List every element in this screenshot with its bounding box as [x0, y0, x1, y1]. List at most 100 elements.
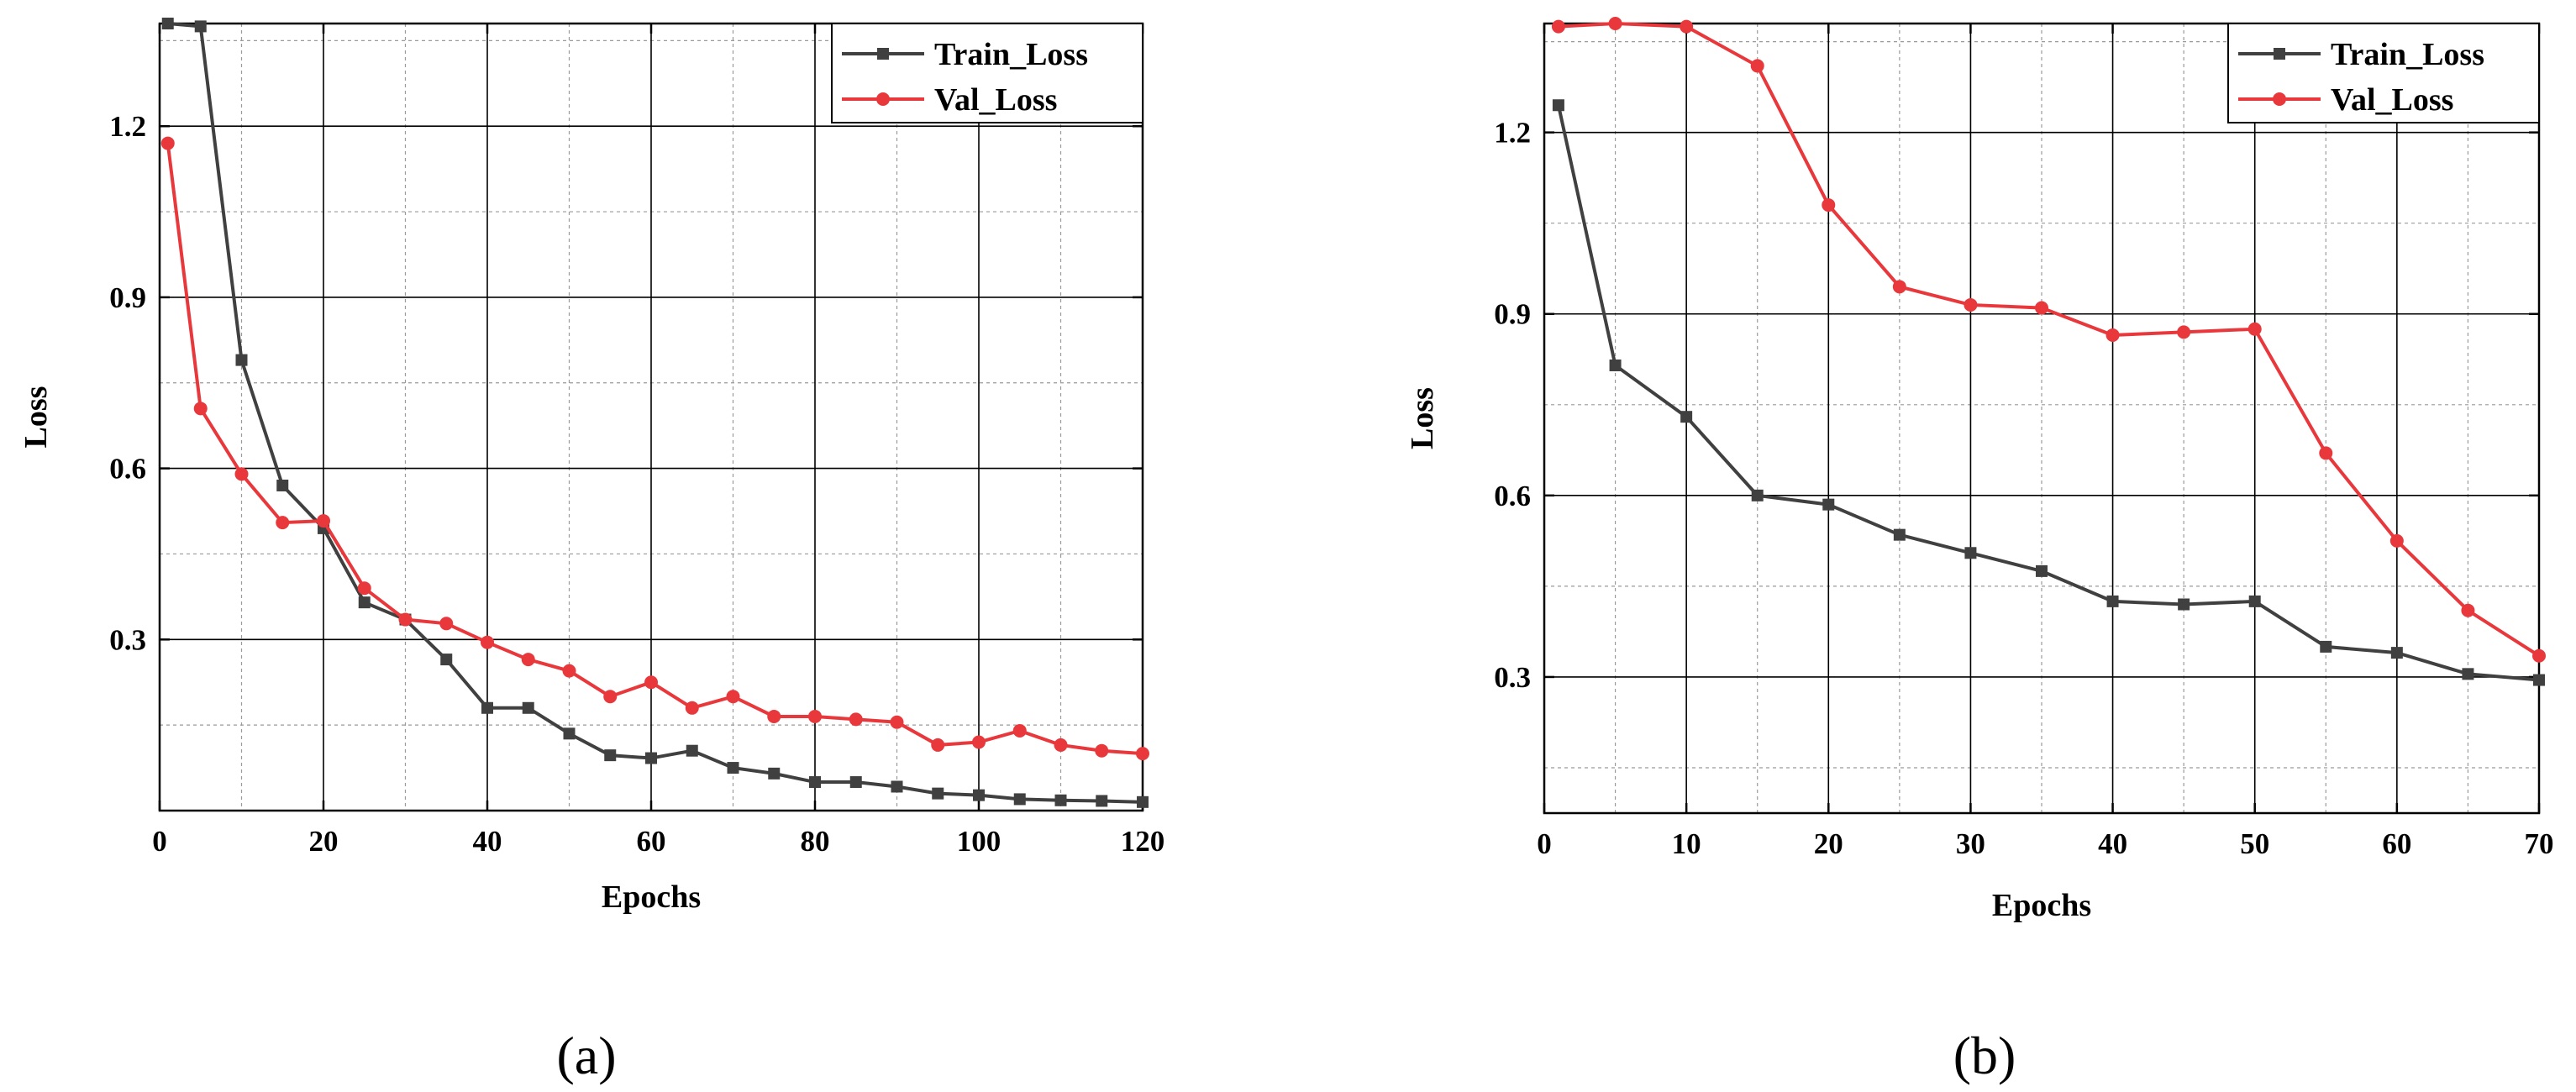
legend-marker-train-loss: [2274, 48, 2285, 60]
data-point-val-loss: [439, 617, 454, 631]
data-point-val-loss: [2319, 446, 2333, 460]
data-point-val-loss: [398, 612, 413, 627]
data-point-val-loss: [193, 402, 208, 416]
data-point-val-loss: [931, 738, 945, 752]
data-point-val-loss: [2177, 325, 2191, 339]
data-point-val-loss: [1892, 280, 1906, 294]
legend-marker-val-loss: [2273, 92, 2286, 106]
data-point-val-loss: [2247, 322, 2262, 336]
panel-label-a: (a): [556, 1026, 616, 1085]
data-point-val-loss: [2105, 328, 2120, 342]
data-point-val-loss: [1608, 17, 1622, 30]
data-point-train-loss: [2462, 668, 2474, 680]
legend-label-val-loss: Val_Loss: [2331, 82, 2453, 118]
series-line-val-loss: [166, 143, 1143, 756]
data-point-val-loss: [562, 664, 576, 678]
y-tick-label: 0.6: [109, 453, 146, 486]
y-tick-label: 0.9: [1494, 298, 1531, 331]
data-point-train-loss: [849, 776, 862, 789]
x-tick-label: 100: [957, 825, 1001, 858]
x-tick-label: 60: [637, 825, 666, 858]
y-axis-title: Loss: [18, 386, 54, 449]
series-val-loss: [160, 136, 1149, 761]
y-tick-label: 0.6: [1494, 480, 1531, 512]
data-point-train-loss: [276, 479, 289, 491]
data-point-val-loss: [276, 516, 290, 530]
x-tick-label: 70: [2525, 827, 2554, 860]
chart-panel-a: 0 20 40 60 80 100 120 0.3 0.6 0.9 1.2 Epochs Loss Tra…: [18, 18, 1164, 1085]
data-point-train-loss: [2390, 647, 2403, 659]
x-tick-label: 40: [2098, 827, 2127, 860]
data-point-train-loss: [358, 596, 371, 609]
legend-label-train-loss: Train_Loss: [934, 37, 1088, 72]
data-point-train-loss: [1013, 793, 1026, 806]
data-point-train-loss: [235, 354, 248, 366]
x-axis-title: Epochs: [602, 879, 701, 915]
data-point-val-loss: [2389, 533, 2404, 548]
data-point-val-loss: [2532, 648, 2546, 663]
y-tick-label: 1.2: [1494, 117, 1531, 150]
data-point-train-loss: [1609, 359, 1622, 371]
data-point-val-loss: [2461, 603, 2475, 617]
data-point-train-loss: [2320, 640, 2332, 653]
x-tick-label: 60: [2382, 827, 2411, 860]
x-tick-label: 0: [1537, 827, 1552, 860]
x-tick-label: 30: [1956, 827, 1985, 860]
data-point-train-loss: [768, 767, 781, 780]
x-tick-label: 40: [473, 825, 502, 858]
chart-panel-b: 0 10 20 30 40 50 60 70 0.3 0.6 0.9 1.2 Epochs Loss Tra…: [1405, 17, 2554, 1085]
data-point-val-loss: [972, 735, 986, 749]
legend-label-train-loss: Train_Loss: [2331, 37, 2484, 72]
data-point-train-loss: [973, 789, 985, 801]
data-point-train-loss: [1964, 547, 1977, 559]
y-tick-label: 0.9: [109, 281, 146, 314]
data-point-val-loss: [2035, 301, 2048, 315]
data-point-train-loss: [1096, 795, 1108, 807]
data-point-val-loss: [1136, 747, 1149, 761]
data-point-val-loss: [603, 690, 618, 704]
data-point-val-loss: [1750, 59, 1764, 73]
series-line-train-loss: [1556, 104, 2540, 682]
data-point-val-loss: [1551, 19, 1565, 34]
data-point-train-loss: [194, 20, 207, 33]
data-point-train-loss: [1680, 411, 1693, 423]
data-point-train-loss: [2036, 564, 2048, 577]
x-tick-label: 120: [1121, 825, 1165, 858]
data-point-val-loss: [1680, 19, 1694, 34]
data-point-train-loss: [1054, 794, 1067, 806]
data-point-train-loss: [481, 701, 493, 714]
data-point-val-loss: [685, 701, 699, 715]
legend-box: [2227, 23, 2540, 123]
x-tick-label: 10: [1672, 827, 1701, 860]
legend-box: [831, 23, 1143, 123]
legend-marker-val-loss: [876, 92, 890, 106]
data-point-train-loss: [2178, 598, 2190, 611]
data-point-train-loss: [809, 776, 821, 789]
data-point-val-loss: [1012, 723, 1027, 738]
data-point-train-loss: [563, 727, 576, 740]
data-point-train-loss: [2533, 674, 2545, 686]
data-point-val-loss: [726, 690, 740, 704]
y-axis-title: Loss: [1405, 387, 1440, 449]
data-point-train-loss: [1893, 528, 1906, 541]
panel-label-b: (b): [1953, 1026, 2016, 1085]
series-train-loss: [1552, 99, 2545, 686]
y-tick-label: 1.2: [109, 110, 146, 143]
legend-marker-train-loss: [877, 48, 889, 60]
x-tick-label: 80: [801, 825, 830, 858]
data-point-val-loss: [1964, 297, 1978, 312]
data-point-train-loss: [604, 749, 617, 762]
data-point-train-loss: [645, 752, 657, 764]
data-point-val-loss: [644, 675, 658, 690]
y-tick-label: 0.3: [109, 623, 146, 656]
data-point-val-loss: [1822, 198, 1836, 213]
data-point-train-loss: [1552, 99, 1564, 112]
data-point-val-loss: [481, 635, 494, 649]
data-point-val-loss: [767, 709, 781, 723]
x-tick-label: 0: [152, 825, 167, 858]
data-point-val-loss: [160, 136, 175, 150]
legend: Train_Loss Val_Loss: [2227, 23, 2540, 123]
data-point-train-loss: [2248, 595, 2261, 607]
